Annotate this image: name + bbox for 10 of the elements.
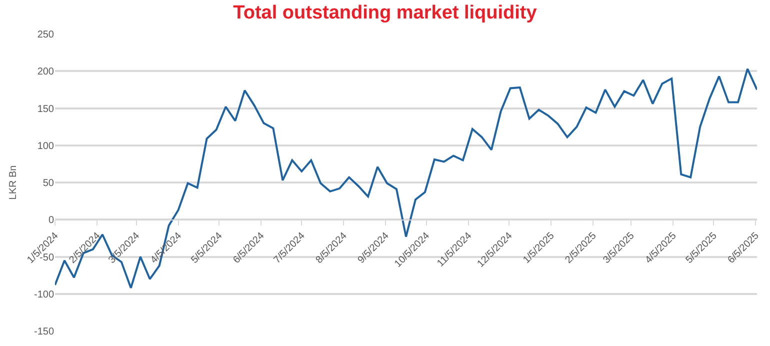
y-tick-label: 0 <box>48 215 54 226</box>
y-axis-title: LKR Bn <box>8 165 19 200</box>
y-tick-label: 200 <box>37 66 54 78</box>
chart-title: Total outstanding market liquidity <box>233 2 538 24</box>
y-tick-label: -100 <box>34 289 54 300</box>
y-tick-label: 150 <box>37 104 54 115</box>
y-tick-label: 250 <box>37 30 54 40</box>
y-tick-label: 100 <box>37 140 54 152</box>
y-tick-label: -150 <box>34 326 54 338</box>
y-tick-label: 50 <box>42 178 54 189</box>
